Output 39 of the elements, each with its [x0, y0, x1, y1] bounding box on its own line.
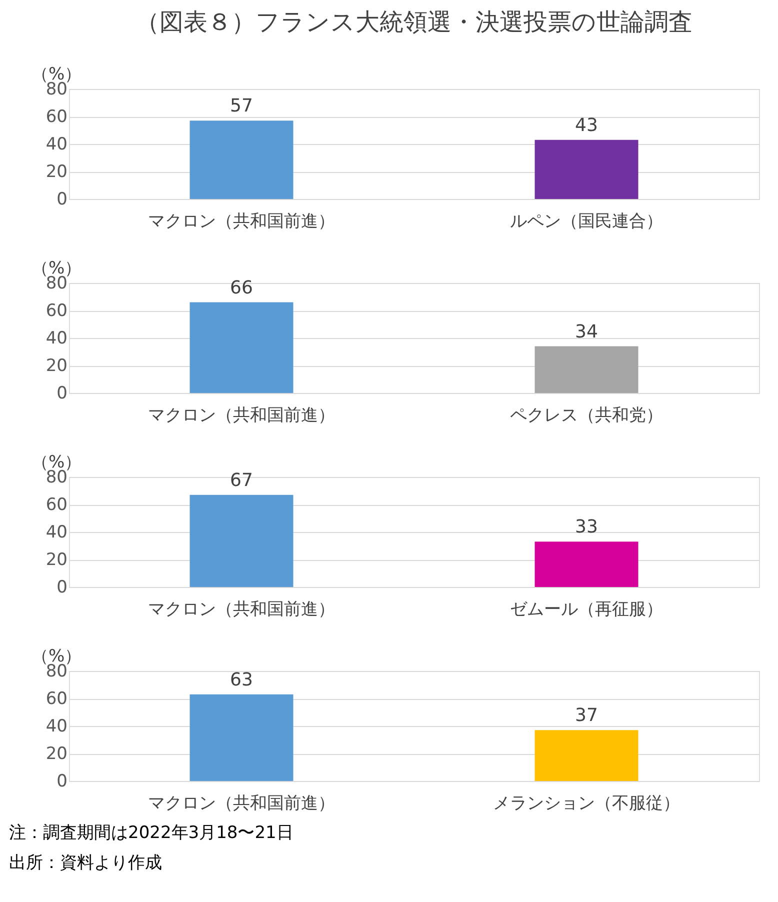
y-tick-label: 60	[46, 495, 68, 515]
data-label: 67	[230, 470, 253, 491]
x-tick-label: ルペン（国民連合）	[510, 212, 663, 232]
text: 注：調査期間は2022年3月18〜21日	[9, 823, 294, 843]
y-tick-label: 80	[46, 80, 68, 100]
y-tick-label: 80	[46, 662, 68, 682]
y-tick-label: 20	[46, 744, 68, 764]
y-tick-label: 20	[46, 162, 68, 182]
y-tick-label: 60	[46, 107, 68, 127]
y-tick-label: 40	[46, 328, 68, 348]
x-tick-label: ゼムール（再征服）	[510, 600, 663, 620]
y-tick-label: 20	[46, 356, 68, 376]
data-label: 57	[230, 96, 253, 117]
y-tick-label: 60	[46, 689, 68, 709]
y-tick-label: 20	[46, 550, 68, 570]
x-tick-label: メランション（不服従）	[493, 794, 680, 814]
chart-title: （図表８）フランス大統領選・決選投票の世論調査	[136, 8, 692, 36]
x-tick-label: ペクレス（共和党）	[510, 406, 663, 426]
text: 出所：資料より作成	[9, 853, 162, 873]
y-tick-label: 40	[46, 134, 68, 154]
data-label: 66	[230, 277, 253, 298]
y-tick-label: 40	[46, 522, 68, 542]
data-label: 34	[575, 321, 598, 342]
data-label: 37	[575, 705, 598, 726]
x-tick-label: マクロン（共和国前進）	[148, 406, 335, 426]
y-tick-label: 80	[46, 468, 68, 488]
y-tick-label: 0	[56, 772, 68, 792]
y-tick-label: 60	[46, 301, 68, 321]
y-tick-label: 0	[56, 384, 68, 404]
y-tick-label: 80	[46, 274, 68, 294]
data-label: 63	[230, 669, 253, 690]
y-tick-label: 40	[46, 716, 68, 736]
data-label: 33	[575, 516, 598, 538]
data-label: 43	[575, 114, 598, 136]
y-tick-label: 0	[56, 190, 68, 210]
x-tick-label: マクロン（共和国前進）	[148, 212, 335, 232]
x-tick-label: マクロン（共和国前進）	[148, 600, 335, 620]
x-tick-label: マクロン（共和国前進）	[148, 794, 335, 814]
y-tick-label: 0	[56, 578, 68, 598]
